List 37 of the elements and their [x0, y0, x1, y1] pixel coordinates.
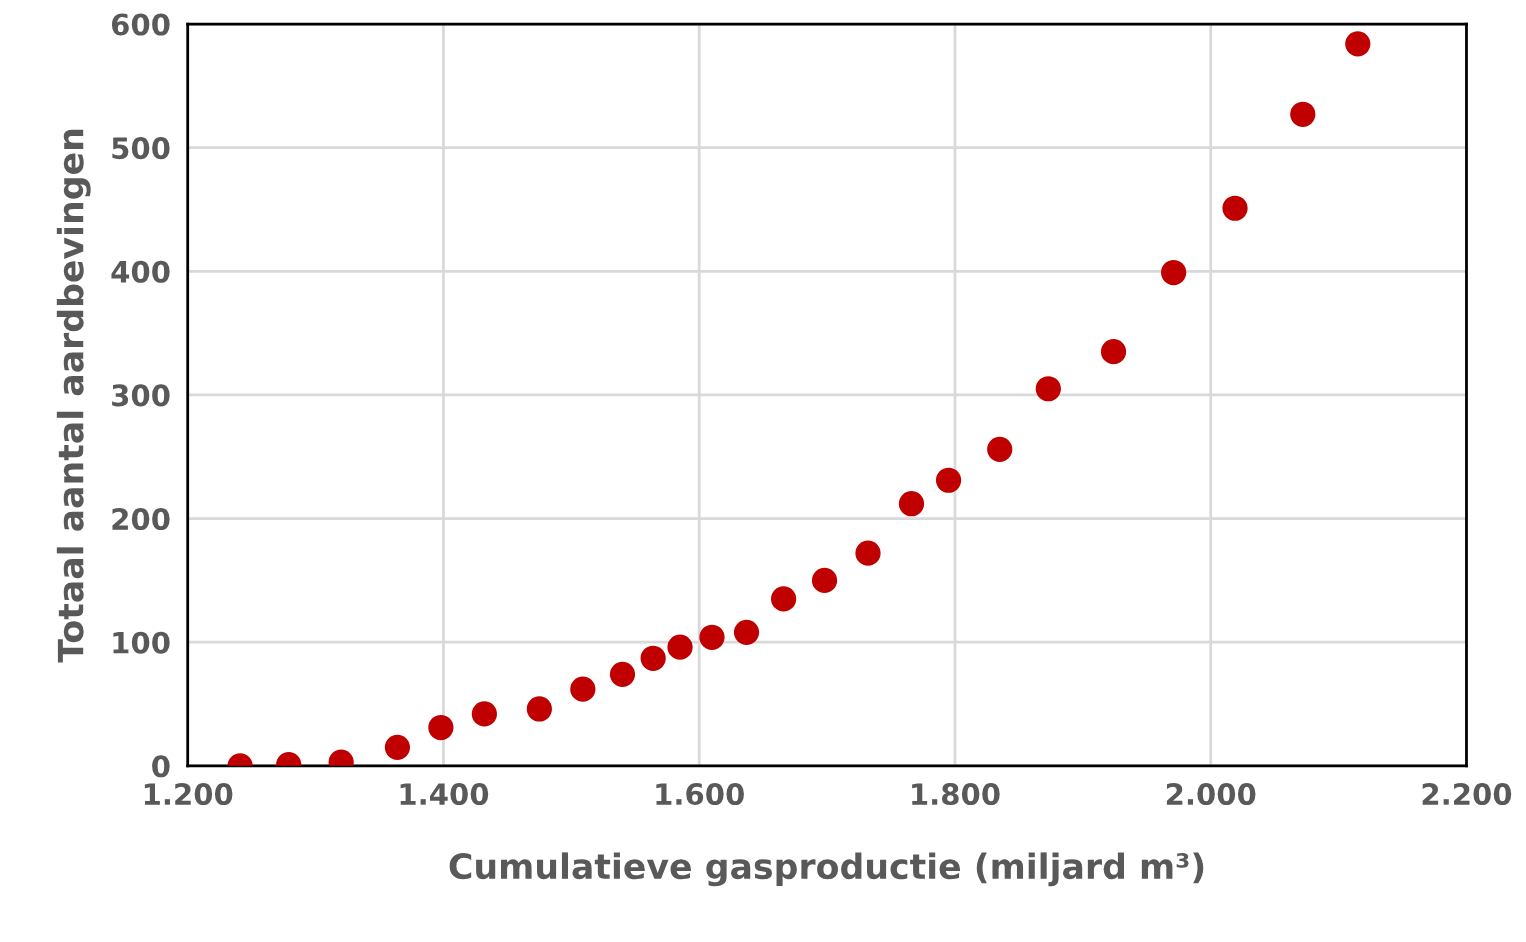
- x-tick-label: 1.200: [144, 783, 233, 806]
- point: [855, 540, 881, 566]
- x-tick-label: 1.800: [912, 783, 1000, 806]
- point: [384, 734, 411, 760]
- y-tick-label: 100: [113, 631, 170, 654]
- point: [428, 714, 454, 741]
- point: [570, 676, 596, 702]
- point: [1035, 376, 1061, 402]
- point: [526, 696, 552, 722]
- point: [1222, 195, 1248, 221]
- x-tick-label: 2.200: [1422, 783, 1512, 806]
- y-axis-title: Totaal aantal aardbevingen: [56, 129, 91, 663]
- point: [987, 436, 1013, 462]
- y-tick-label: 0: [152, 755, 170, 778]
- point: [1100, 339, 1127, 365]
- point: [811, 567, 838, 594]
- point: [1161, 259, 1187, 286]
- x-tick-label: 1.400: [400, 783, 489, 806]
- point: [699, 624, 725, 650]
- point: [1290, 101, 1316, 127]
- point: [1345, 31, 1371, 57]
- y-tick-label: 200: [112, 508, 170, 531]
- x-axis-title: Cumulatieve gasproductie (miljard m³): [449, 852, 1204, 887]
- point: [609, 661, 636, 687]
- y-tick-label: 300: [112, 384, 170, 407]
- point: [640, 645, 666, 671]
- x-tick-label: 2.000: [1166, 783, 1256, 806]
- y-tick-label: 500: [112, 137, 170, 160]
- point: [667, 634, 693, 660]
- point: [935, 467, 962, 493]
- point: [898, 491, 925, 517]
- y-tick-label: 600: [111, 13, 170, 36]
- y-tick-label: 400: [111, 260, 170, 283]
- point: [733, 619, 760, 645]
- point: [771, 586, 797, 612]
- x-tick-label: 1.600: [656, 783, 744, 806]
- point: [471, 701, 497, 727]
